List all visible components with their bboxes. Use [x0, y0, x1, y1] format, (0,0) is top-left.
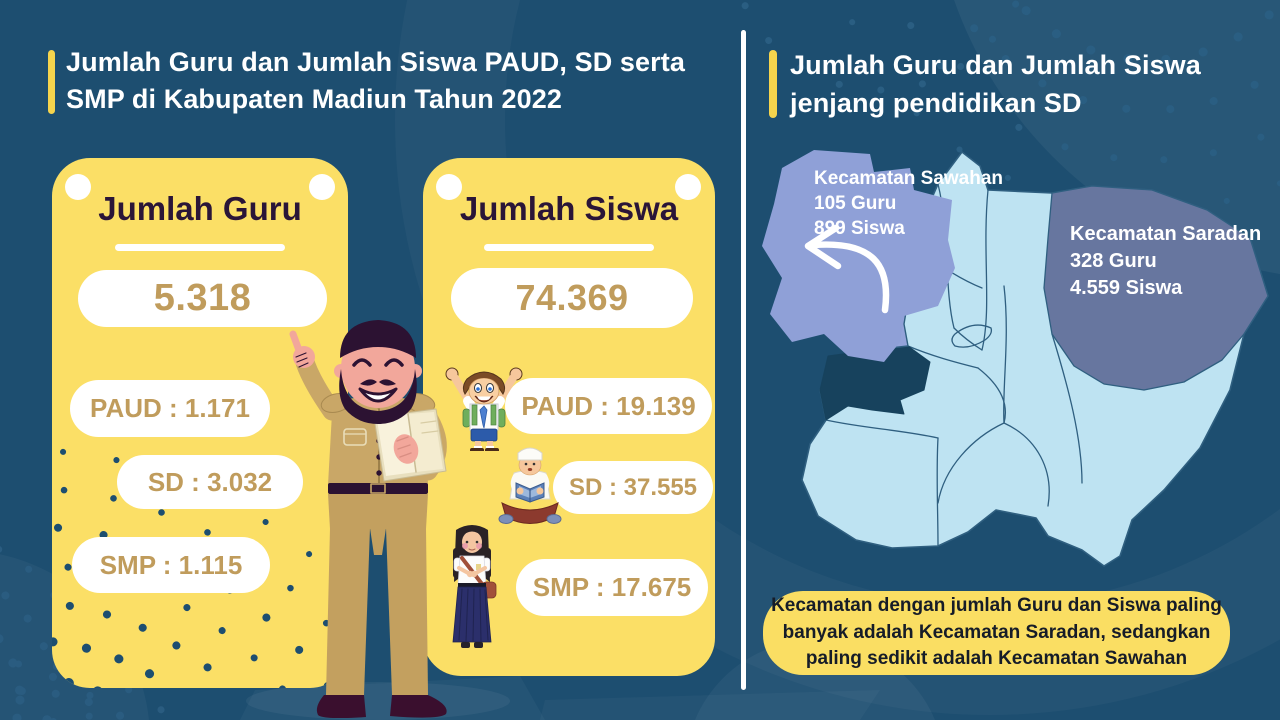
title-underline [115, 244, 285, 251]
student-girl-illustration [452, 525, 497, 648]
panel-divider [741, 30, 746, 690]
guru-total-pill: 5.318 [78, 270, 327, 327]
arrow-icon [804, 224, 890, 314]
map-callout-sawahan [762, 150, 955, 362]
right-title-accent-bar [769, 50, 777, 118]
sawahan-siswa: 899 Siswa [814, 218, 905, 239]
left-title-accent-bar [48, 50, 55, 114]
pin-hole-icon [309, 174, 335, 200]
footnote-line: paling sedikit adalah Kecamatan Sawahan [805, 648, 1188, 670]
saradan-name: Kecamatan Saradan [1070, 223, 1262, 245]
guru-card: Jumlah Guru 5.318 PAUD : 1.171 SD : 3.03… [52, 158, 348, 688]
saradan-label: Kecamatan Saradan 328 Guru 4.559 Siswa [1070, 221, 1261, 302]
footnote-line: banyak adalah Kecamatan Saradan, sedangk… [782, 621, 1211, 643]
siswa-card-title: Jumlah Siswa [459, 190, 679, 227]
guru-paud-pill: PAUD : 1.171 [70, 380, 270, 437]
saradan-siswa: 4.559 Siswa [1070, 277, 1183, 299]
title-underline [484, 244, 654, 251]
saradan-guru: 328 Guru [1070, 250, 1157, 272]
siswa-sd-pill: SD : 37.555 [553, 461, 713, 514]
sawahan-label: Kecamatan Sawahan 105 Guru 899 Siswa [814, 166, 1003, 241]
student-cheering-boy-illustration [445, 367, 523, 451]
siswa-paud-pill: PAUD : 19.139 [505, 378, 712, 434]
right-panel-title: Jumlah Guru dan Jumlah Siswa jenjang pen… [790, 50, 1201, 119]
teacher-illustration [289, 320, 447, 718]
pin-hole-icon [65, 174, 91, 200]
map-region-saradan [1043, 185, 1269, 391]
guru-card-title: Jumlah Guru [98, 190, 302, 227]
footnote-box: Kecamatan dengan jumlah Guru dan Siswa p… [763, 591, 1230, 675]
student-reading-boy-illustration [498, 447, 562, 524]
guru-sd-pill: SD : 3.032 [117, 455, 303, 509]
madiun-district-map [762, 150, 1269, 567]
sawahan-guru: 105 Guru [814, 193, 897, 214]
siswa-total-pill: 74.369 [451, 268, 693, 328]
pin-hole-icon [436, 174, 462, 200]
siswa-smp-pill: SMP : 17.675 [516, 559, 708, 616]
guru-smp-pill: SMP : 1.115 [72, 537, 270, 593]
pin-hole-icon [675, 174, 701, 200]
sawahan-name: Kecamatan Sawahan [814, 168, 1004, 189]
left-panel-title: Jumlah Guru dan Jumlah Siswa PAUD, SD se… [66, 47, 685, 115]
footnote-line: Kecamatan dengan jumlah Guru dan Siswa p… [771, 595, 1222, 617]
